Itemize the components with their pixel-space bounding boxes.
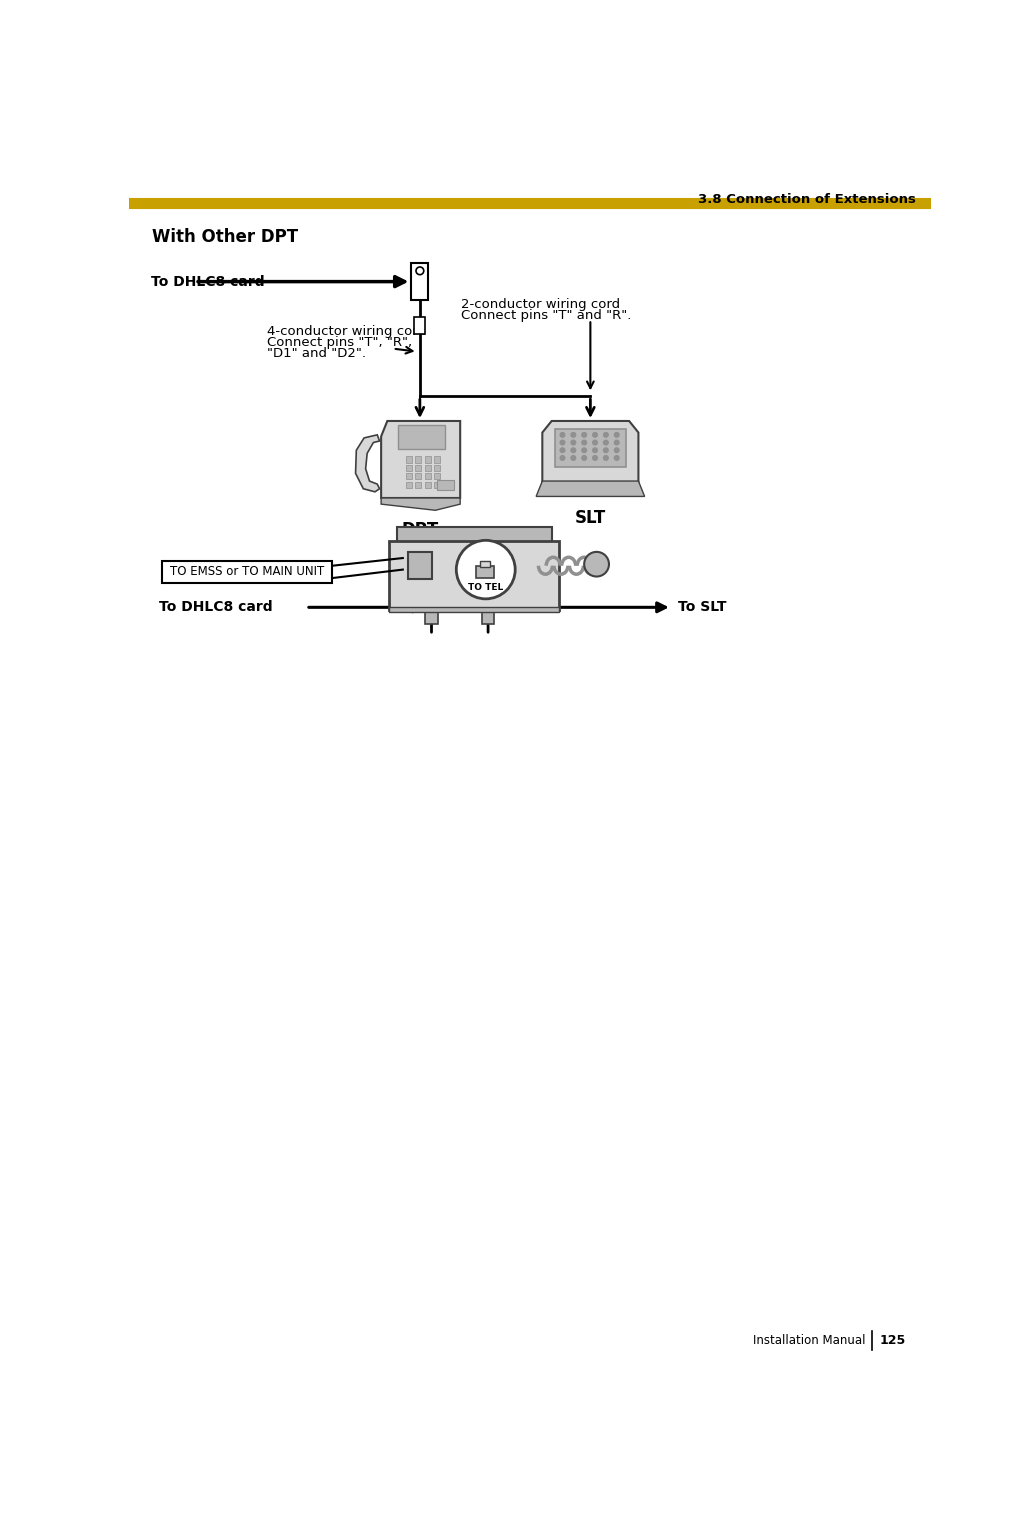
- Circle shape: [571, 433, 576, 437]
- Circle shape: [582, 433, 586, 437]
- Polygon shape: [536, 482, 644, 497]
- Circle shape: [592, 433, 598, 437]
- Circle shape: [614, 448, 619, 453]
- Bar: [406, 456, 413, 463]
- Bar: [425, 474, 431, 480]
- Text: "D1" and "D2".: "D1" and "D2".: [267, 346, 366, 360]
- Text: Connect pins "T" and "R".: Connect pins "T" and "R".: [461, 308, 632, 322]
- Text: TO TEL: TO TEL: [468, 583, 504, 592]
- Bar: [434, 482, 440, 488]
- Circle shape: [604, 441, 608, 445]
- Text: TO EMSS or TO MAIN UNIT: TO EMSS or TO MAIN UNIT: [170, 565, 325, 579]
- Circle shape: [614, 456, 619, 460]
- Bar: [434, 465, 440, 471]
- Circle shape: [560, 448, 565, 453]
- Circle shape: [584, 551, 609, 577]
- Circle shape: [614, 433, 619, 437]
- Circle shape: [560, 441, 565, 445]
- Text: To DHLC8 card: To DHLC8 card: [151, 275, 265, 290]
- Bar: [416, 456, 422, 463]
- Circle shape: [582, 456, 586, 460]
- Bar: [398, 425, 445, 450]
- Text: DPT: DPT: [401, 521, 438, 539]
- Bar: [425, 456, 431, 463]
- Circle shape: [456, 541, 515, 598]
- Circle shape: [604, 448, 608, 453]
- Bar: [480, 561, 490, 567]
- Circle shape: [592, 441, 598, 445]
- Bar: [554, 428, 626, 468]
- Polygon shape: [382, 421, 460, 498]
- Bar: [389, 608, 559, 612]
- Circle shape: [582, 441, 586, 445]
- Circle shape: [571, 456, 576, 460]
- Bar: [482, 609, 494, 624]
- Bar: [161, 561, 332, 583]
- Bar: [406, 482, 413, 488]
- Bar: [425, 465, 431, 471]
- Text: To DHLC8 card: To DHLC8 card: [158, 600, 272, 614]
- Circle shape: [416, 267, 424, 275]
- Polygon shape: [542, 421, 638, 483]
- Text: To SLT: To SLT: [678, 600, 727, 614]
- Bar: [415, 317, 425, 334]
- Bar: [437, 480, 454, 491]
- Bar: [425, 609, 437, 624]
- Bar: [389, 541, 559, 611]
- Bar: [416, 474, 422, 480]
- Polygon shape: [356, 434, 379, 492]
- Bar: [434, 474, 440, 480]
- Bar: [406, 465, 413, 471]
- Circle shape: [604, 456, 608, 460]
- Circle shape: [604, 433, 608, 437]
- Bar: [408, 551, 431, 579]
- Text: With Other DPT: With Other DPT: [152, 228, 299, 246]
- Bar: [476, 565, 494, 579]
- Text: 2-conductor wiring cord: 2-conductor wiring cord: [461, 298, 620, 311]
- Bar: [416, 465, 422, 471]
- Bar: [416, 482, 422, 488]
- Circle shape: [560, 433, 565, 437]
- Bar: [406, 474, 413, 480]
- Text: 3.8 Connection of Extensions: 3.8 Connection of Extensions: [698, 193, 916, 207]
- Circle shape: [582, 448, 586, 453]
- Text: Installation Manual: Installation Manual: [753, 1334, 865, 1347]
- Text: 4-conductor wiring cord: 4-conductor wiring cord: [267, 325, 426, 339]
- Bar: [425, 482, 431, 488]
- Circle shape: [571, 448, 576, 453]
- Text: Connect pins "T", "R",: Connect pins "T", "R",: [267, 336, 413, 349]
- Circle shape: [614, 441, 619, 445]
- Bar: [412, 263, 428, 301]
- Circle shape: [592, 456, 598, 460]
- Text: 125: 125: [880, 1334, 906, 1347]
- Circle shape: [592, 448, 598, 453]
- Text: SLT: SLT: [575, 509, 606, 527]
- Bar: [397, 527, 551, 542]
- Circle shape: [571, 441, 576, 445]
- Polygon shape: [382, 498, 460, 510]
- Circle shape: [560, 456, 565, 460]
- Bar: [434, 456, 440, 463]
